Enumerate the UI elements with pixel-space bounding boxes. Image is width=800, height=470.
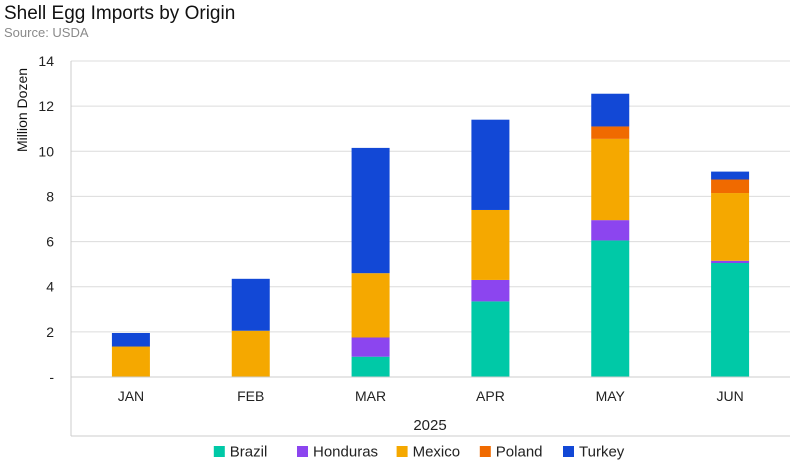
bar-turkey-jun: [711, 171, 750, 180]
bar-brazil-may: [591, 240, 630, 377]
bar-mexico-apr: [471, 209, 510, 280]
x-tick-label: APR: [476, 388, 505, 404]
gridlines: [71, 60, 790, 378]
y-axis-label: Million Dozen: [14, 68, 30, 152]
x-tick-label: MAR: [355, 388, 386, 404]
legend-swatch-poland: [479, 446, 491, 457]
bar-honduras-may: [591, 220, 630, 241]
bar-brazil-jun: [711, 263, 750, 377]
bar-mexico-feb: [231, 330, 270, 377]
legend-label-mexico: Mexico: [413, 444, 461, 461]
legend-label-poland: Poland: [496, 444, 543, 461]
bar-mexico-jan: [111, 346, 150, 377]
bars: [111, 93, 750, 377]
bar-turkey-mar: [351, 147, 390, 274]
axes: - 2 4 6 8 10 12 14 JAN FEB MAR APR MAY JUN: [38, 53, 790, 437]
bar-turkey-apr: [471, 119, 510, 210]
y-tick-label: 12: [38, 98, 54, 114]
bar-brazil-apr: [471, 301, 510, 377]
legend-swatch-mexico: [396, 446, 408, 457]
bar-turkey-may: [591, 93, 630, 127]
chart-source: Source: USDA: [4, 25, 89, 40]
bar-turkey-jan: [111, 332, 150, 347]
bar-brazil-mar: [351, 356, 390, 377]
bar-mexico-may: [591, 138, 630, 221]
bar-mexico-jun: [711, 193, 750, 261]
legend-label-brazil: Brazil: [230, 444, 268, 461]
legend-label-honduras: Honduras: [313, 444, 378, 461]
legend-swatch-honduras: [297, 446, 308, 457]
y-tick-label: 8: [46, 188, 54, 204]
bar-poland-jun: [711, 179, 750, 194]
y-tick-label: -: [49, 369, 54, 385]
y-tick-label: 10: [38, 143, 54, 159]
bar-honduras-mar: [351, 337, 390, 357]
x-tick-label: FEB: [237, 388, 264, 404]
x-tick-label: JAN: [118, 388, 144, 404]
x-axis-label: 2025: [413, 417, 446, 434]
legend: Brazil Honduras Mexico Poland Turkey: [213, 444, 625, 461]
x-tick-label: JUN: [716, 388, 743, 404]
legend-label-turkey: Turkey: [579, 444, 625, 461]
legend-swatch-turkey: [563, 446, 574, 457]
bar-turkey-feb: [231, 278, 270, 331]
y-tick-label: 4: [46, 279, 54, 295]
x-tick-label: MAY: [596, 388, 626, 404]
y-tick-label: 6: [46, 234, 54, 250]
chart-title: Shell Egg Imports by Origin: [4, 3, 236, 24]
bar-honduras-jun: [711, 260, 750, 264]
bar-poland-may: [591, 126, 630, 139]
legend-swatch-brazil: [213, 446, 225, 457]
y-tick-label: 2: [46, 324, 54, 340]
y-tick-label: 14: [38, 53, 54, 69]
bar-mexico-mar: [351, 273, 390, 338]
bar-honduras-apr: [471, 279, 510, 302]
